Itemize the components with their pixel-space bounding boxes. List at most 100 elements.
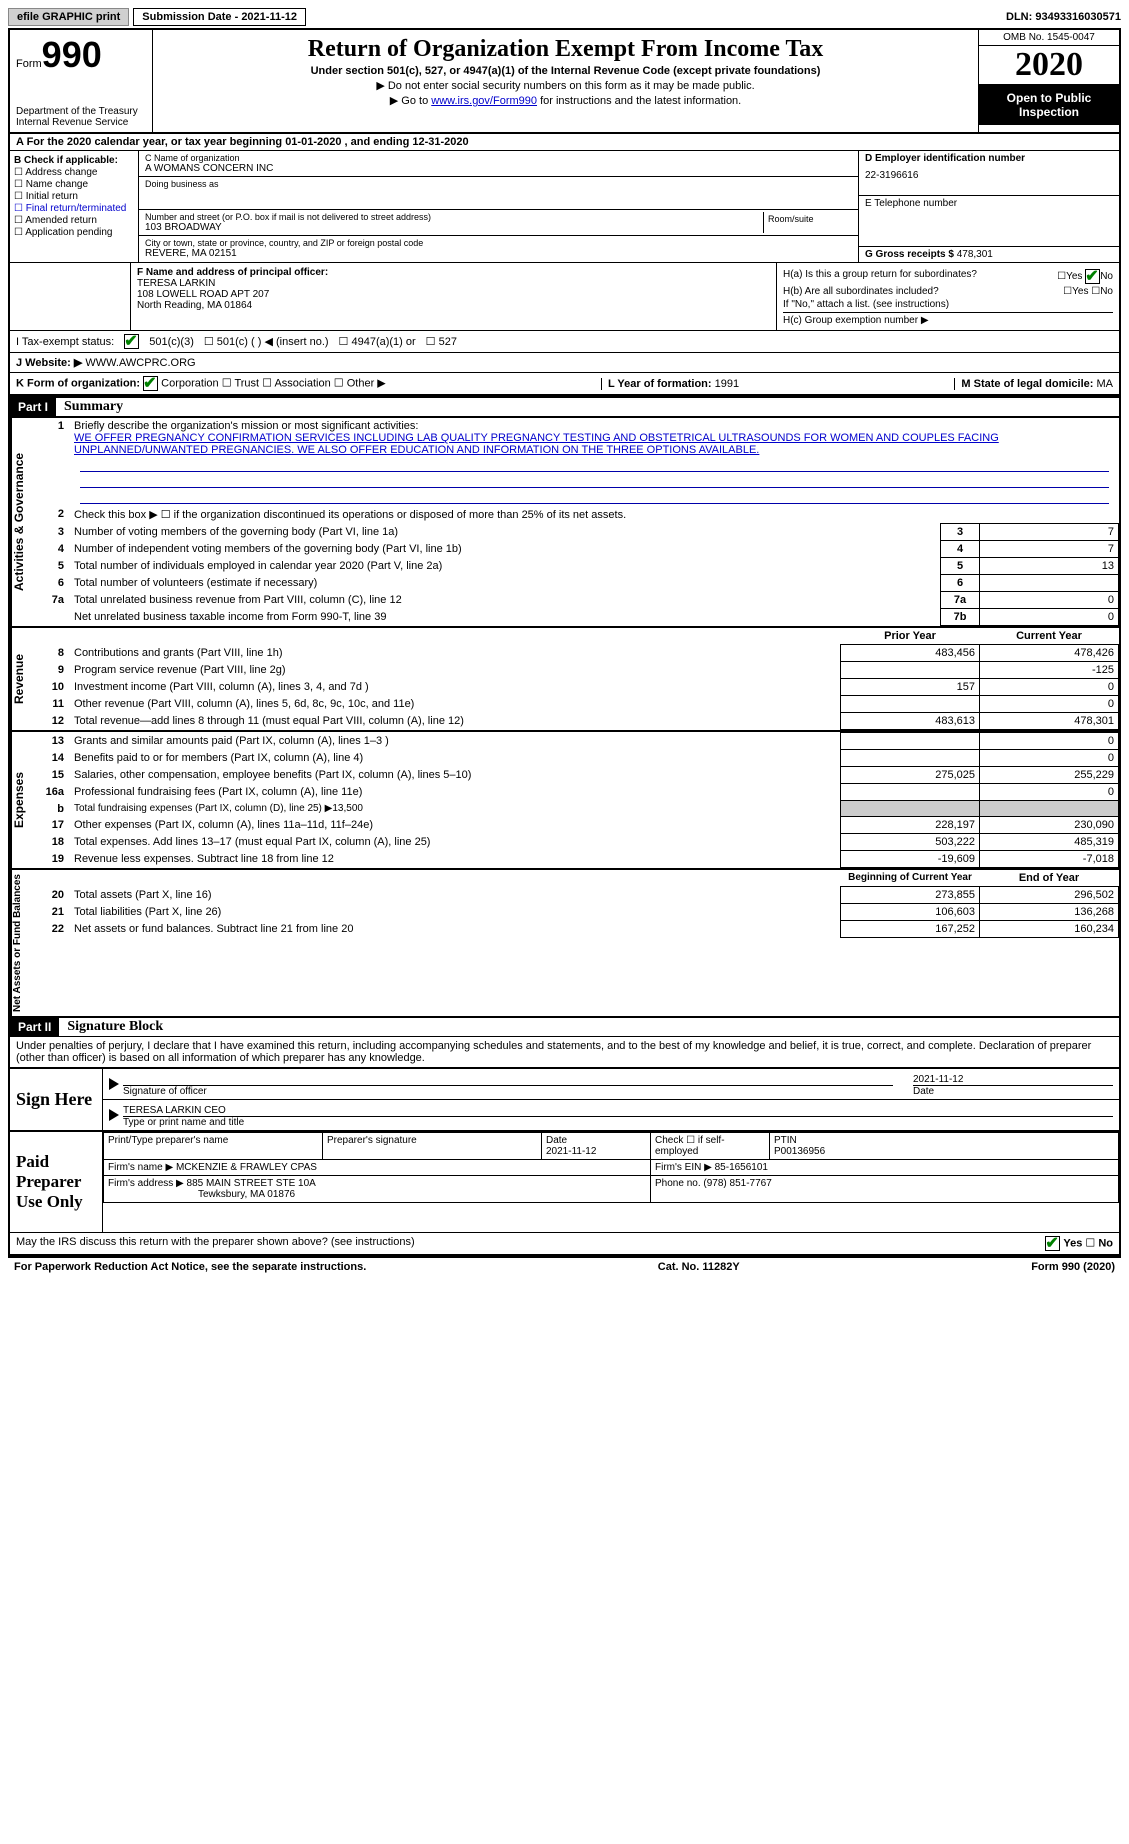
prep-sig-cell: Preparer's signature — [323, 1133, 542, 1160]
gross-row: G Gross receipts $ 478,301 — [859, 247, 1119, 262]
sig-name-line: TERESA LARKIN CEO Type or print name and… — [103, 1100, 1119, 1130]
line9-desc: Program service revenue (Part VIII, line… — [70, 662, 841, 679]
chk-corp[interactable] — [143, 376, 158, 391]
mission-text: WE OFFER PREGNANCY CONFIRMATION SERVICES… — [74, 432, 999, 456]
line16a-curr: 0 — [980, 784, 1119, 801]
gross-label: G Gross receipts $ — [865, 249, 954, 260]
line7b-desc: Net unrelated business taxable income fr… — [70, 609, 919, 626]
arrow-icon — [109, 1078, 119, 1090]
i-label: I Tax-exempt status: — [16, 336, 114, 348]
inspect-line1: Open to Public — [981, 91, 1117, 105]
header-right: OMB No. 1545-0047 2020 Open to Public In… — [978, 30, 1119, 132]
goto-suffix: for instructions and the latest informat… — [537, 95, 741, 107]
netassets-block: Net Assets or Fund Balances Beginning of… — [10, 868, 1119, 1016]
section-fh: F Name and address of principal officer:… — [10, 262, 1119, 330]
form-title: Return of Organization Exempt From Incom… — [159, 36, 972, 63]
part2-header: Part II — [10, 1018, 59, 1036]
netassets-table: Beginning of Current YearEnd of Year 20T… — [34, 870, 1119, 938]
chk-name[interactable]: ☐ Name change — [14, 179, 134, 190]
header-center: Return of Organization Exempt From Incom… — [153, 30, 978, 132]
irs-label: Internal Revenue Service — [16, 117, 146, 128]
part1-header: Part I — [10, 398, 56, 416]
row-k: K Form of organization: Corporation ☐ Tr… — [10, 372, 1119, 396]
side-revenue: Revenue — [10, 628, 34, 730]
firm-phone-cell: Phone no. (978) 851-7767 — [651, 1176, 1119, 1203]
line7a-val: 0 — [980, 592, 1119, 609]
top-bar: efile GRAPHIC print Submission Date - 20… — [8, 8, 1121, 26]
omb-number: OMB No. 1545-0047 — [979, 30, 1119, 46]
line19-prior: -19,609 — [841, 851, 980, 868]
line18-prior: 503,222 — [841, 834, 980, 851]
line4-val: 7 — [980, 541, 1119, 558]
dba-label: Doing business as — [145, 179, 852, 189]
tel-row: E Telephone number — [859, 196, 1119, 247]
ein-row: D Employer identification number 22-3196… — [859, 151, 1119, 196]
row-i-status: I Tax-exempt status: 501(c)(3) ☐ 501(c) … — [10, 330, 1119, 352]
line18-curr: 485,319 — [980, 834, 1119, 851]
hb-line: H(b) Are all subordinates included? ☐Yes… — [783, 286, 1113, 297]
prep-ptin-cell: PTINP00136956 — [770, 1133, 1119, 1160]
form-label: Form — [16, 58, 42, 70]
room-suite: Room/suite — [764, 212, 852, 233]
ssn-warning: ▶ Do not enter social security numbers o… — [159, 79, 972, 92]
officer-label: F Name and address of principal officer: — [137, 267, 328, 278]
ha-label: H(a) Is this a group return for subordin… — [783, 269, 1057, 284]
expenses-table: 13Grants and similar amounts paid (Part … — [34, 732, 1119, 868]
instructions-link[interactable]: www.irs.gov/Form990 — [431, 95, 537, 107]
chk-amended[interactable]: ☐ Amended return — [14, 215, 134, 226]
line22-desc: Net assets or fund balances. Subtract li… — [70, 921, 841, 938]
line16a-desc: Professional fundraising fees (Part IX, … — [70, 784, 841, 801]
mission-label: Briefly describe the organization's miss… — [74, 420, 418, 432]
preparer-table: Print/Type preparer's name Preparer's si… — [103, 1132, 1119, 1203]
governance-table: 1 Briefly describe the organization's mi… — [34, 418, 1119, 626]
l-label: L Year of formation: — [608, 378, 712, 390]
chk-pending[interactable]: ☐ Application pending — [14, 227, 134, 238]
firm-ein-cell: Firm's EIN ▶ 85-1656101 — [651, 1160, 1119, 1176]
hc-label: H(c) Group exemption number ▶ — [783, 312, 1113, 326]
dba-row: Doing business as — [139, 177, 858, 210]
header-left: Form990 Department of the Treasury Inter… — [10, 30, 153, 132]
ha-no-check[interactable] — [1085, 269, 1100, 284]
instructions-line: ▶ Go to www.irs.gov/Form990 for instruct… — [159, 94, 972, 107]
j-label: J Website: ▶ — [16, 357, 82, 369]
left-stub — [10, 263, 131, 330]
tax-year: 2020 — [979, 46, 1119, 85]
line17-prior: 228,197 — [841, 817, 980, 834]
line10-prior: 157 — [841, 679, 980, 696]
line8-prior: 483,456 — [841, 645, 980, 662]
governance-block: Activities & Governance 1 Briefly descri… — [10, 417, 1119, 626]
discuss-yes-check[interactable] — [1045, 1236, 1060, 1251]
line15-prior: 275,025 — [841, 767, 980, 784]
efile-button[interactable]: efile GRAPHIC print — [8, 8, 129, 26]
chk-501c3[interactable] — [124, 334, 139, 349]
k-label: K Form of organization: — [16, 377, 140, 389]
chk-initial[interactable]: ☐ Initial return — [14, 191, 134, 202]
line5-val: 13 — [980, 558, 1119, 575]
line16b-desc: Total fundraising expenses (Part IX, col… — [70, 801, 841, 817]
website-url: WWW.AWCPRC.ORG — [85, 357, 195, 369]
preparer-section: Paid Preparer Use Only Print/Type prepar… — [10, 1130, 1119, 1232]
chk-final[interactable]: ☐ Final return/terminated — [14, 203, 134, 214]
line10-desc: Investment income (Part VIII, column (A)… — [70, 679, 841, 696]
section-bcd: B Check if applicable: ☐ Address change … — [10, 151, 1119, 262]
pra-notice: For Paperwork Reduction Act Notice, see … — [14, 1261, 366, 1273]
submission-date: Submission Date - 2021-11-12 — [133, 8, 306, 26]
line14-desc: Benefits paid to or for members (Part IX… — [70, 750, 841, 767]
tel-label: E Telephone number — [865, 198, 1113, 209]
line20-curr: 296,502 — [980, 887, 1119, 904]
h-cell: H(a) Is this a group return for subordin… — [776, 263, 1119, 330]
line3-val: 7 — [980, 524, 1119, 541]
form-subtitle: Under section 501(c), 527, or 4947(a)(1)… — [159, 65, 972, 77]
beg-header: Beginning of Current Year — [841, 870, 980, 887]
side-governance: Activities & Governance — [10, 418, 34, 626]
chk-address[interactable]: ☐ Address change — [14, 167, 134, 178]
form-header: Form990 Department of the Treasury Inter… — [10, 30, 1119, 134]
sig-name: TERESA LARKIN CEO — [123, 1105, 1113, 1116]
dept-treasury: Department of the Treasury — [16, 106, 146, 117]
sign-here-label: Sign Here — [10, 1069, 102, 1130]
inspection-badge: Open to Public Inspection — [979, 85, 1119, 125]
line19-curr: -7,018 — [980, 851, 1119, 868]
line17-desc: Other expenses (Part IX, column (A), lin… — [70, 817, 841, 834]
line11-curr: 0 — [980, 696, 1119, 713]
addr-label: Number and street (or P.O. box if mail i… — [145, 212, 763, 222]
